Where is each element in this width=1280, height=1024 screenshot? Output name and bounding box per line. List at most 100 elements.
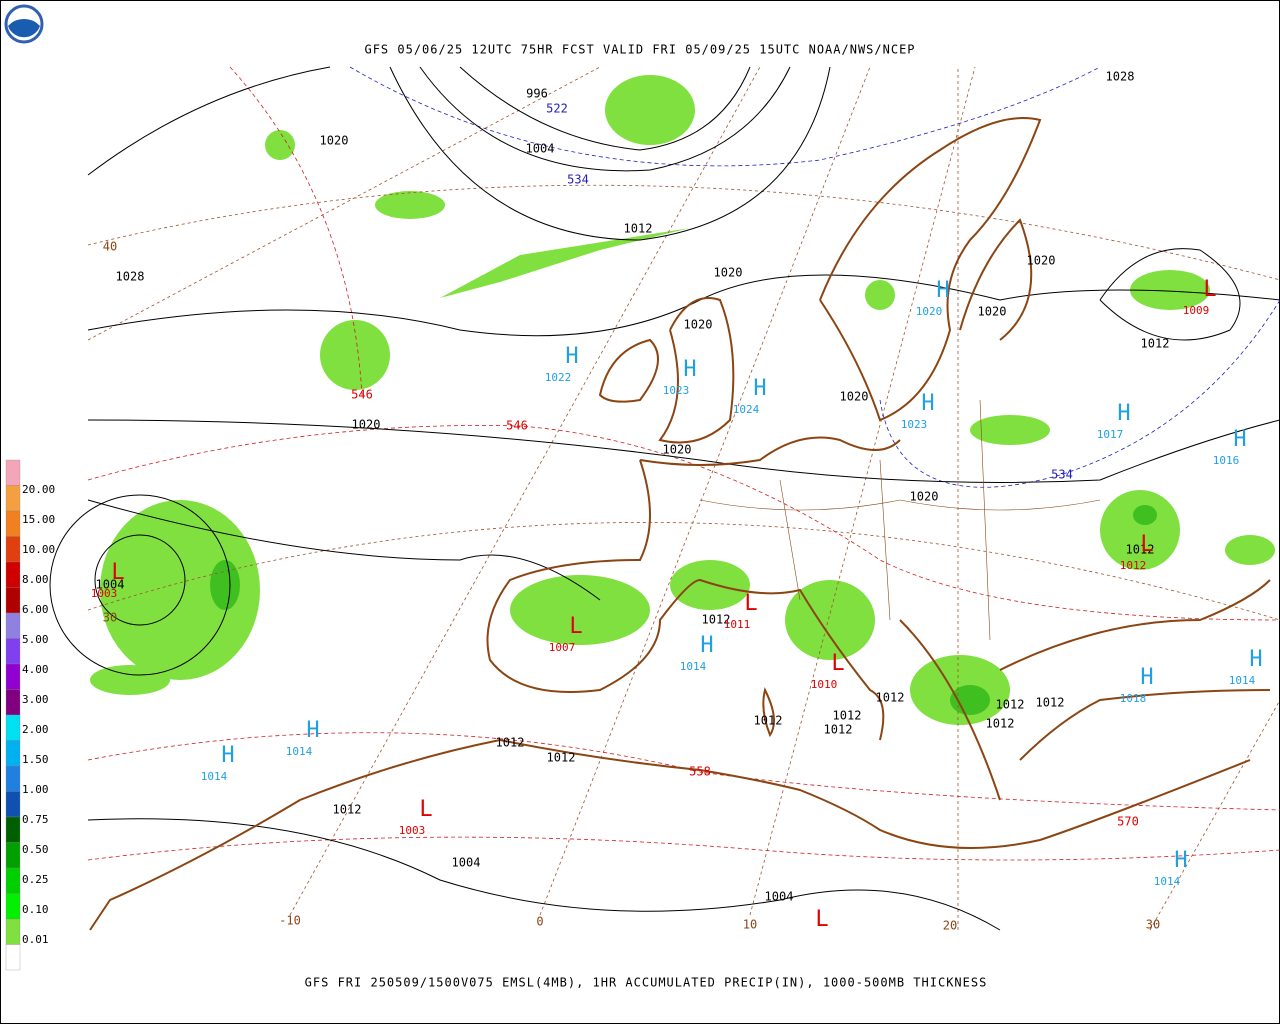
legend-label: 1.50 xyxy=(22,753,49,766)
grid-label: 30 xyxy=(1146,918,1160,932)
isobar-label: 1012 xyxy=(876,691,905,705)
thickness-label: 546 xyxy=(351,388,373,402)
isobar-label: 1020 xyxy=(1027,254,1056,268)
legend-swatch xyxy=(5,816,21,843)
noaa-logo xyxy=(4,4,44,44)
isobar-label: 1012 xyxy=(1141,337,1170,351)
legend: 20.00 15.00 10.00 8.00 6.00 5.00 4.00 3.00 2.00 1… xyxy=(5,459,55,971)
thickness-label: 558 xyxy=(689,765,711,779)
isobar-label: 1020 xyxy=(840,390,869,404)
low-value: 1011 xyxy=(724,618,751,631)
legend-label: 0.75 xyxy=(22,813,49,826)
isobar-label: 1012 xyxy=(1126,543,1155,557)
legend-swatch xyxy=(5,689,21,716)
legend-label: 20.00 xyxy=(22,483,55,496)
grid-label: 40 xyxy=(103,240,117,254)
high-symbol: H xyxy=(1233,427,1246,452)
isobar-label: 1012 xyxy=(333,803,362,817)
legend-label: 10.00 xyxy=(22,543,55,556)
legend-swatch xyxy=(5,587,21,614)
legend-swatch xyxy=(5,714,21,741)
isobar-label: 1004 xyxy=(526,142,555,156)
legend-swatch xyxy=(5,510,21,537)
isobar-label: 1020 xyxy=(910,490,939,504)
legend-label: 3.00 xyxy=(22,693,49,706)
high-value: 1024 xyxy=(733,403,760,416)
legend-swatch xyxy=(5,612,21,639)
legend-label: 15.00 xyxy=(22,513,55,526)
isobar-label: 1020 xyxy=(714,266,743,280)
high-symbol: H xyxy=(700,633,713,658)
isobar-label: 1004 xyxy=(765,890,794,904)
high-symbol: H xyxy=(753,376,766,401)
low-symbol: L xyxy=(815,907,828,932)
isobar-label: 1020 xyxy=(978,305,1007,319)
isobar-label: 1012 xyxy=(996,698,1025,712)
legend-label: 4.00 xyxy=(22,663,49,676)
high-symbol: H xyxy=(1174,848,1187,873)
grid-label: -10 xyxy=(279,914,301,928)
low-symbol: L xyxy=(111,560,124,585)
high-symbol: H xyxy=(1249,647,1262,672)
grid-label: 20 xyxy=(943,919,957,933)
coastlines xyxy=(89,117,1271,931)
legend-label: 0.25 xyxy=(22,873,49,886)
high-symbol: H xyxy=(565,344,578,369)
high-value: 1020 xyxy=(916,305,943,318)
legend-swatch xyxy=(5,638,21,665)
high-symbol: H xyxy=(1140,665,1153,690)
legend-label: 0.10 xyxy=(22,903,49,916)
low-symbol: L xyxy=(744,591,757,616)
grid-label: 0 xyxy=(536,915,543,929)
map-title: GFS 05/06/25 12UTC 75HR FCST VALID FRI 0… xyxy=(364,43,915,57)
legend-swatch xyxy=(5,485,21,512)
isobar-label: 1012 xyxy=(833,709,862,723)
high-value: 1022 xyxy=(545,371,572,384)
legend-swatch xyxy=(5,561,21,588)
legend-swatch xyxy=(5,663,21,690)
isobar-label: 1012 xyxy=(1036,696,1065,710)
isobar-label: 1012 xyxy=(624,222,653,236)
thickness-cold xyxy=(349,66,1280,488)
isobar-label: 996 xyxy=(526,87,548,101)
low-value: 1009 xyxy=(1183,304,1210,317)
isobar-label: 1028 xyxy=(116,270,145,284)
grid-label: 30 xyxy=(103,611,117,625)
isobar-label: 1012 xyxy=(702,613,731,627)
legend-swatch xyxy=(5,867,21,894)
high-symbol: H xyxy=(221,743,234,768)
borders xyxy=(699,399,1101,641)
high-value: 1014 xyxy=(201,770,228,783)
legend-swatch xyxy=(5,842,21,869)
isobar-label: 1012 xyxy=(754,714,783,728)
high-symbol: H xyxy=(1117,401,1130,426)
legend-label: 6.00 xyxy=(22,603,49,616)
map-caption: GFS FRI 250509/1500V075 EMSL(4MB), 1HR A… xyxy=(305,976,988,990)
legend-label: 0.01 xyxy=(22,933,49,946)
thickness-label: 546 xyxy=(506,419,528,433)
low-symbol: L xyxy=(419,797,432,822)
high-value: 1014 xyxy=(286,745,313,758)
low-symbol: L xyxy=(831,651,844,676)
legend-label: 8.00 xyxy=(22,573,49,586)
legend-label: 0.50 xyxy=(22,843,49,856)
low-value: 1010 xyxy=(811,678,838,691)
high-value: 1014 xyxy=(1229,674,1256,687)
grid-label: 10 xyxy=(743,918,757,932)
isobar-label: 1004 xyxy=(452,856,481,870)
low-symbol: L xyxy=(1140,532,1153,557)
high-symbol: H xyxy=(921,391,934,416)
legend-label: 2.00 xyxy=(22,723,49,736)
low-symbol: L xyxy=(569,614,582,639)
isobar-label: 1020 xyxy=(684,318,713,332)
precip-heavy xyxy=(210,505,1157,715)
legend-label: 1.00 xyxy=(22,783,49,796)
high-value: 1014 xyxy=(680,660,707,673)
isobar-label: 1020 xyxy=(663,443,692,457)
thickness-contours xyxy=(87,66,1280,861)
isobar-label: 1028 xyxy=(1106,70,1135,84)
legend-swatch xyxy=(5,765,21,792)
low-value: 1003 xyxy=(91,587,118,600)
high-symbol: H xyxy=(936,278,949,303)
